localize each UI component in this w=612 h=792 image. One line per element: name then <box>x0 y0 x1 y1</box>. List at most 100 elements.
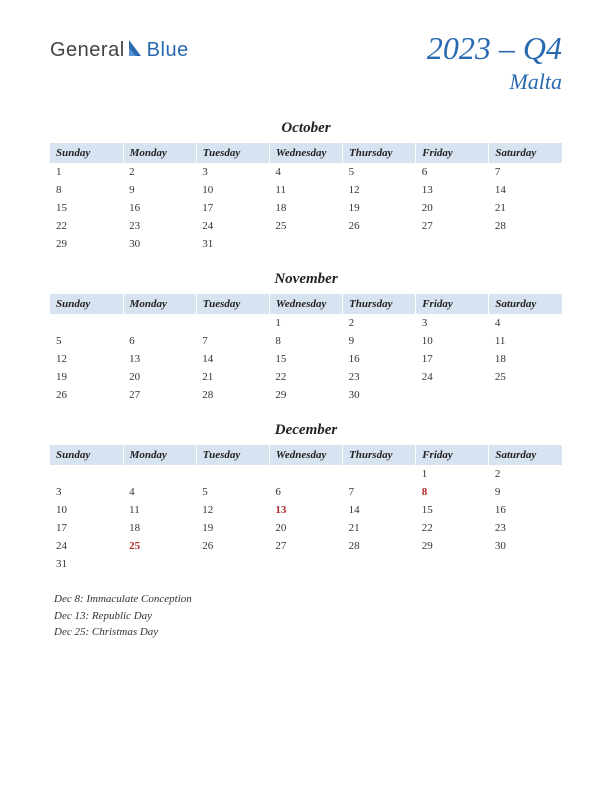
calendar-day-cell: 17 <box>416 350 489 368</box>
calendar-day-cell: 15 <box>416 501 489 519</box>
logo-text-general: General <box>50 39 125 62</box>
month-block: October SundayMondayTuesdayWednesdayThurs… <box>50 120 562 253</box>
calendar-day-cell: 20 <box>416 199 489 217</box>
calendar-day-cell: 13 <box>416 181 489 199</box>
calendar-day-cell: 30 <box>489 537 562 555</box>
month-name: October <box>50 120 562 137</box>
calendar-table: SundayMondayTuesdayWednesdayThursdayFrid… <box>50 143 562 253</box>
calendar-day-cell: 29 <box>416 537 489 555</box>
calendar-day-cell: 19 <box>50 368 123 386</box>
calendar-day-cell: 18 <box>269 199 342 217</box>
day-header: Saturday <box>489 143 562 163</box>
calendar-week-row: 12 <box>50 465 562 483</box>
calendar-day-cell: 5 <box>50 332 123 350</box>
calendar-day-cell: 30 <box>123 235 196 253</box>
day-header: Wednesday <box>269 445 342 465</box>
calendar-day-cell: 9 <box>489 483 562 501</box>
holidays-list: Dec 8: Immaculate ConceptionDec 13: Repu… <box>54 591 562 641</box>
calendar-week-row: 24252627282930 <box>50 537 562 555</box>
calendar-day-cell: 20 <box>123 368 196 386</box>
calendar-week-row: 2627282930 <box>50 386 562 404</box>
day-header: Tuesday <box>196 294 269 314</box>
calendar-day-cell <box>489 386 562 404</box>
month-name: December <box>50 422 562 439</box>
calendar-day-cell <box>269 235 342 253</box>
calendar-day-cell: 16 <box>489 501 562 519</box>
logo-text-blue: Blue <box>147 39 189 62</box>
calendar-day-cell: 10 <box>196 181 269 199</box>
calendar-day-cell: 2 <box>489 465 562 483</box>
page-header: General Blue 2023 – Q4 Malta <box>50 30 562 95</box>
calendar-day-cell: 6 <box>416 163 489 181</box>
day-header: Wednesday <box>269 294 342 314</box>
calendar-week-row: 1234567 <box>50 163 562 181</box>
calendar-day-cell: 19 <box>196 519 269 537</box>
calendar-day-cell: 23 <box>123 217 196 235</box>
day-header: Friday <box>416 294 489 314</box>
calendar-day-cell: 24 <box>196 217 269 235</box>
calendar-week-row: 567891011 <box>50 332 562 350</box>
calendar-day-cell <box>489 555 562 573</box>
day-header: Saturday <box>489 445 562 465</box>
holiday-entry: Dec 8: Immaculate Conception <box>54 591 562 608</box>
calendar-day-cell: 7 <box>489 163 562 181</box>
day-header: Wednesday <box>269 143 342 163</box>
calendar-day-cell <box>196 314 269 332</box>
month-block: NovemberSundayMondayTuesdayWednesdayThur… <box>50 271 562 404</box>
logo: General Blue <box>50 38 189 63</box>
calendar-week-row: 1234 <box>50 314 562 332</box>
calendar-day-cell: 25 <box>269 217 342 235</box>
calendar-day-cell <box>416 555 489 573</box>
calendar-week-row: 22232425262728 <box>50 217 562 235</box>
calendar-week-row: 293031 <box>50 235 562 253</box>
calendar-day-cell <box>50 465 123 483</box>
calendar-day-cell: 23 <box>489 519 562 537</box>
day-header: Thursday <box>343 445 416 465</box>
calendar-week-row: 12131415161718 <box>50 350 562 368</box>
day-header: Thursday <box>343 143 416 163</box>
calendar-day-cell: 4 <box>489 314 562 332</box>
calendar-day-cell: 10 <box>416 332 489 350</box>
calendar-week-row: 10111213141516 <box>50 501 562 519</box>
calendar-day-cell: 2 <box>343 314 416 332</box>
calendar-day-cell: 31 <box>50 555 123 573</box>
calendar-week-row: 891011121314 <box>50 181 562 199</box>
month-block: December SundayMondayTuesdayWednesdayThur… <box>50 422 562 573</box>
calendar-day-cell <box>269 555 342 573</box>
calendar-day-cell <box>123 465 196 483</box>
calendar-day-cell: 22 <box>269 368 342 386</box>
calendar-day-cell: 10 <box>50 501 123 519</box>
holiday-entry: Dec 25: Christmas Day <box>54 624 562 641</box>
calendar-day-cell: 28 <box>343 537 416 555</box>
day-header: Sunday <box>50 445 123 465</box>
calendar-day-cell: 21 <box>489 199 562 217</box>
calendar-day-cell: 26 <box>196 537 269 555</box>
country-title: Malta <box>427 69 562 95</box>
calendar-day-cell <box>123 314 196 332</box>
calendar-day-cell: 12 <box>50 350 123 368</box>
calendar-day-cell: 4 <box>269 163 342 181</box>
quarter-title: 2023 – Q4 <box>427 30 562 67</box>
calendar-day-cell: 8 <box>50 181 123 199</box>
logo-sail-icon <box>127 38 145 63</box>
day-header: Saturday <box>489 294 562 314</box>
calendar-day-cell: 23 <box>343 368 416 386</box>
calendar-table: SundayMondayTuesdayWednesdayThursdayFrid… <box>50 445 562 573</box>
calendar-day-cell: 21 <box>343 519 416 537</box>
calendar-day-cell: 14 <box>343 501 416 519</box>
holiday-entry: Dec 13: Republic Day <box>54 608 562 625</box>
calendar-day-cell: 24 <box>416 368 489 386</box>
calendar-day-cell: 9 <box>343 332 416 350</box>
calendar-day-cell <box>416 235 489 253</box>
calendar-day-cell: 28 <box>489 217 562 235</box>
calendar-day-cell: 29 <box>50 235 123 253</box>
day-header: Thursday <box>343 294 416 314</box>
day-header: Friday <box>416 143 489 163</box>
calendar-day-cell: 2 <box>123 163 196 181</box>
calendar-day-cell: 12 <box>196 501 269 519</box>
calendar-day-cell <box>489 235 562 253</box>
calendar-day-cell: 4 <box>123 483 196 501</box>
calendar-day-cell: 8 <box>269 332 342 350</box>
calendar-day-cell: 1 <box>50 163 123 181</box>
day-header: Monday <box>123 445 196 465</box>
